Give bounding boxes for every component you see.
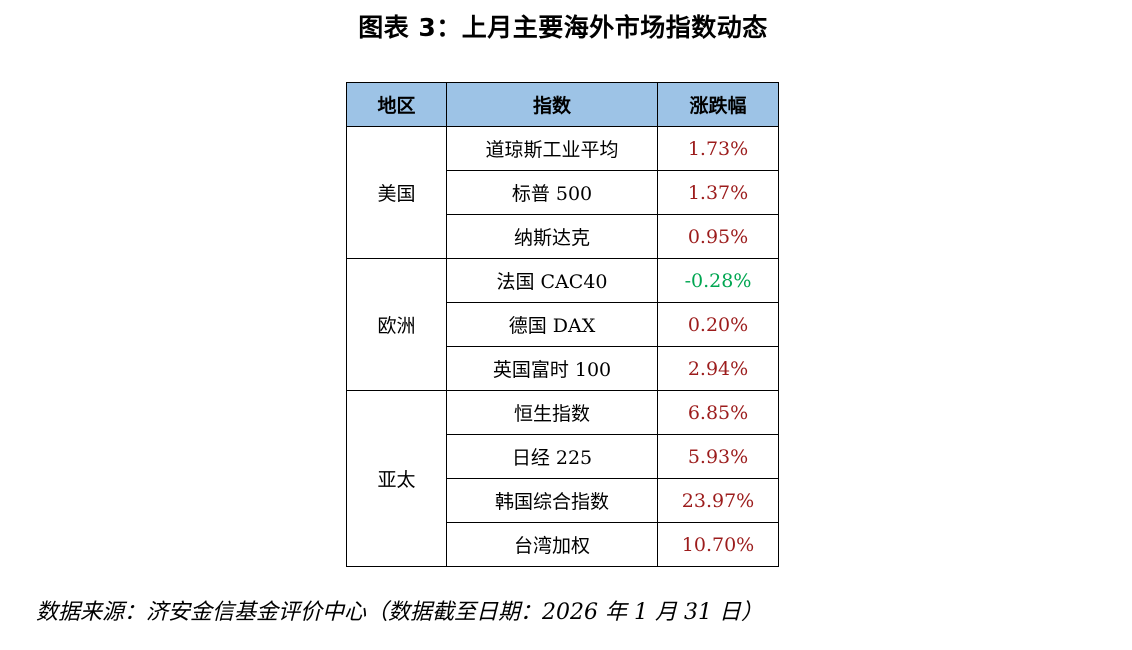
index-cell: 日经 225 [446, 434, 658, 479]
region-cell: 亚太 [346, 390, 447, 567]
change-cell: 23.97% [657, 478, 779, 523]
change-cell: 0.20% [657, 302, 779, 347]
change-cell: 2.94% [657, 346, 779, 391]
change-cell: -0.28% [657, 258, 779, 303]
change-cell: 1.73% [657, 126, 779, 171]
index-cell: 恒生指数 [446, 390, 658, 435]
table-row: 标普 500 1.37% [347, 170, 779, 215]
change-cell: 5.93% [657, 434, 779, 479]
table-row: 德国 DAX 0.20% [347, 302, 779, 347]
region-cell: 欧洲 [346, 258, 447, 391]
index-cell: 法国 CAC40 [446, 258, 658, 303]
table-row: 亚太 恒生指数 6.85% [346, 390, 779, 567]
table-row: 纳斯达克 0.95% [347, 214, 779, 259]
index-cell: 台湾加权 [446, 522, 658, 567]
header-change: 涨跌幅 [657, 82, 779, 127]
index-cell: 道琼斯工业平均 [446, 126, 658, 171]
change-cell: 0.95% [657, 214, 779, 259]
header-index: 指数 [446, 82, 658, 127]
table-row: 韩国综合指数 23.97% [347, 478, 779, 523]
region-cell: 美国 [346, 126, 447, 259]
index-cell: 韩国综合指数 [446, 478, 658, 523]
table-row: 英国富时 100 2.94% [347, 346, 779, 391]
change-cell: 10.70% [657, 522, 779, 567]
chart-title: 图表 3：上月主要海外市场指数动态 [358, 13, 768, 42]
table-row: 美国 道琼斯工业平均 1.73% [346, 126, 779, 259]
table-row: 日经 225 5.93% [347, 434, 779, 479]
index-cell: 德国 DAX [446, 302, 658, 347]
change-cell: 1.37% [657, 170, 779, 215]
header-region: 地区 [346, 82, 447, 127]
table-header-row: 地区 指数 涨跌幅 [346, 82, 779, 127]
index-cell: 标普 500 [446, 170, 658, 215]
data-source-note: 数据来源：济安金信基金评价中心（数据截至日期：2026 年 1 月 31 日） [36, 600, 763, 625]
index-cell: 英国富时 100 [446, 346, 658, 391]
index-table: 地区 指数 涨跌幅 美国 道琼斯工业平均 1.73% 标普 500 1.37% … [346, 82, 779, 567]
change-cell: 6.85% [657, 390, 779, 435]
table-row: 欧洲 法国 CAC40 -0.28% [346, 258, 779, 391]
index-cell: 纳斯达克 [446, 214, 658, 259]
table-row: 台湾加权 10.70% [347, 522, 779, 567]
